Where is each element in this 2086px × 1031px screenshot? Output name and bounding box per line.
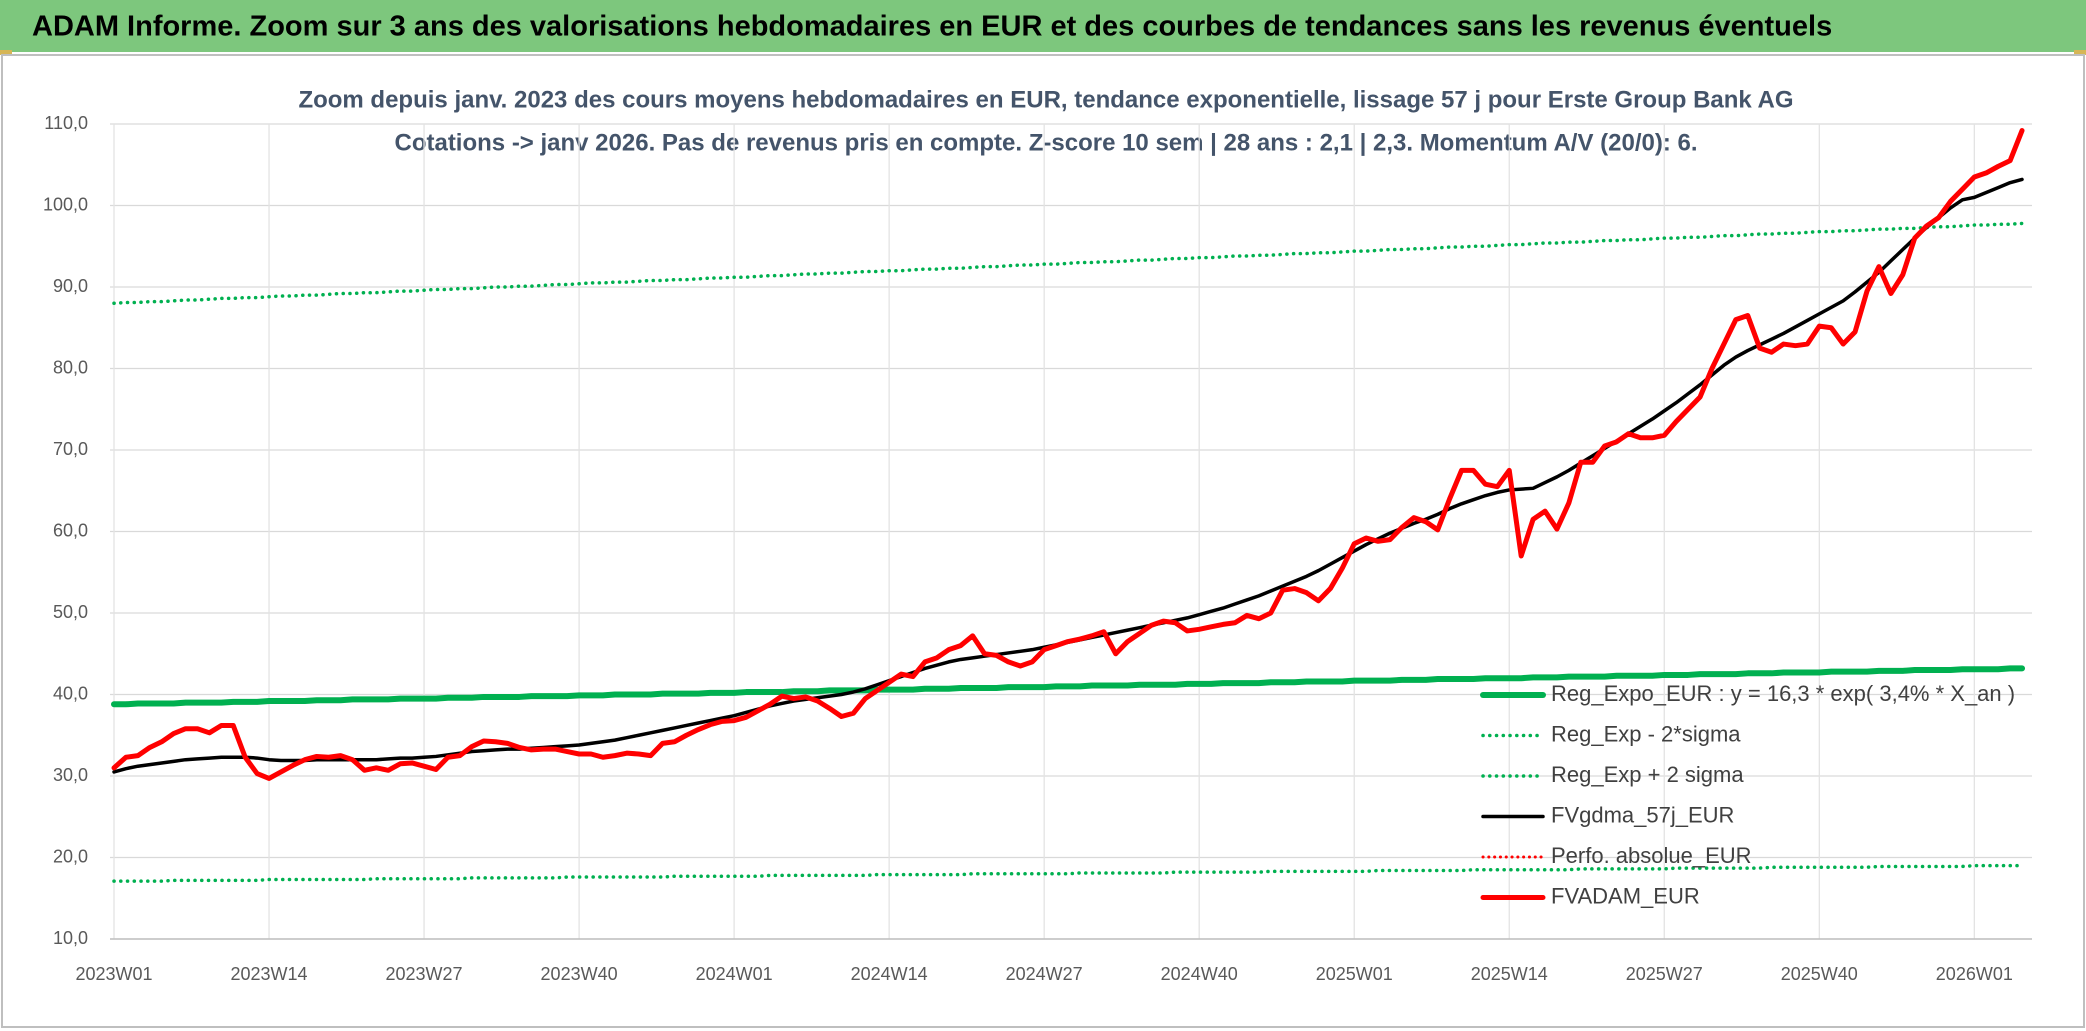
x-tick-label: 2025W14 [1471, 964, 1548, 984]
y-tick-label: 10,0 [53, 928, 88, 948]
x-tick-label: 2024W40 [1161, 964, 1238, 984]
x-tick-label: 2025W27 [1626, 964, 1703, 984]
series-line [111, 128, 2025, 781]
x-tick-label: 2023W40 [541, 964, 618, 984]
legend-label: Reg_Expo_EUR : y = 16,3 * exp( 3,4% * X_… [1551, 681, 2015, 706]
x-tick-label: 2025W01 [1316, 964, 1393, 984]
legend: Reg_Expo_EUR : y = 16,3 * exp( 3,4% * X_… [1480, 681, 2015, 908]
x-tick-label: 2024W01 [696, 964, 773, 984]
banner-title: ADAM Informe. Zoom sur 3 ans des valoris… [32, 11, 1832, 43]
y-tick-label: 40,0 [53, 683, 88, 703]
banner-accent [2074, 50, 2086, 55]
legend-label: Perfo. absolue_EUR [1551, 843, 1752, 868]
x-tick-label: 2026W01 [1936, 964, 2013, 984]
y-tick-label: 20,0 [53, 846, 88, 866]
y-tick-label: 110,0 [44, 113, 88, 133]
legend-label: FVADAM_EUR [1551, 883, 1700, 908]
x-tick-label: 2023W27 [386, 964, 463, 984]
banner-accent [0, 50, 12, 55]
legend-label: Reg_Exp + 2 sigma [1551, 762, 1744, 787]
y-tick-label: 90,0 [53, 276, 88, 296]
y-tick-label: 60,0 [53, 520, 88, 540]
x-tick-label: 2023W01 [75, 964, 152, 984]
legend-label: FVgdma_57j_EUR [1551, 802, 1734, 827]
plot [111, 128, 2026, 883]
x-tick-label: 2023W14 [230, 964, 307, 984]
x-tick-label: 2024W27 [1006, 964, 1083, 984]
chart-title: Zoom depuis janv. 2023 des cours moyens … [298, 86, 1793, 113]
series-line [112, 863, 2024, 883]
chart-border [1, 54, 2085, 1028]
legend-label: Reg_Exp - 2*sigma [1551, 721, 1741, 746]
y-tick-label: 30,0 [53, 765, 88, 785]
y-tick-label: 70,0 [53, 439, 88, 459]
grid: 10,0 20,0 30,0 40,0 50,0 60,0 70,0 80,0 90,0 100,… [43, 113, 2032, 984]
series-line [112, 221, 2024, 306]
series-line [111, 665, 2026, 708]
y-tick-label: 50,0 [53, 602, 88, 622]
x-tick-label: 2024W14 [851, 964, 928, 984]
banner-bg [0, 0, 2086, 52]
chart-subtitle: Cotations -> janv 2026. Pas de revenus p… [394, 129, 1697, 156]
x-tick-label: 2025W40 [1781, 964, 1858, 984]
y-tick-label: 80,0 [53, 357, 88, 377]
y-tick-label: 100,0 [43, 194, 88, 214]
